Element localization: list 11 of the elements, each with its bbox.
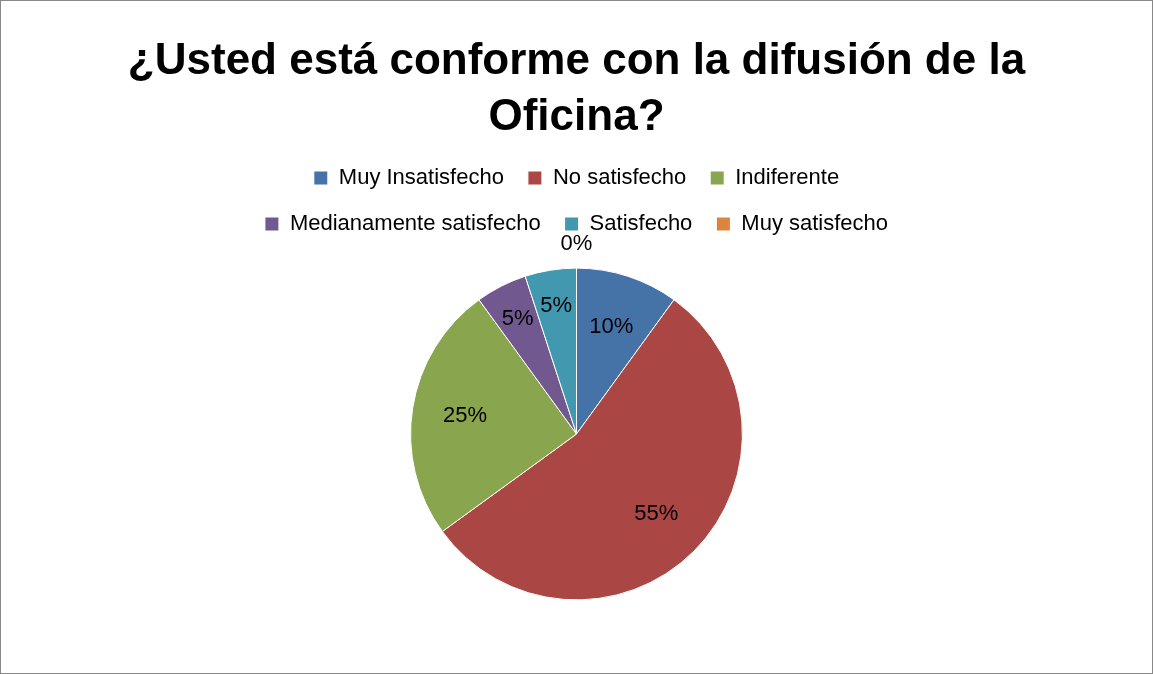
chart-title: ¿Usted está conforme con la difusión de la Oficina? [126,33,1027,141]
legend-label: No satisfecho [552,164,687,190]
legend-label: Muy satisfecho [741,210,889,236]
data-label: 25% [443,402,488,428]
data-label: 55% [634,499,679,525]
legend-label: Indiferente [735,164,840,190]
data-label: 5% [501,304,534,330]
legend-label: Muy Insatisfecho [338,164,504,190]
data-label: 5% [540,292,573,318]
legend-label: Medianamente satisfecho [289,210,541,236]
data-label: 10% [589,312,634,338]
